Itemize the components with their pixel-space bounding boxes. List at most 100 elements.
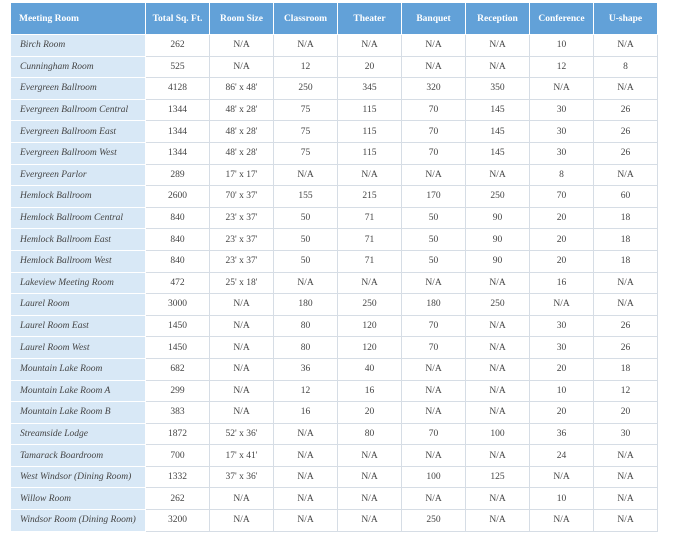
table-cell: 30 [529,336,594,359]
table-cell: N/A [337,444,402,467]
table-cell: 115 [337,120,402,143]
table-cell: 1332 [145,465,210,489]
table-cell: 71 [337,228,402,251]
table-cell: N/A [465,336,530,359]
table-cell: 12 [273,55,338,79]
table-cell: 70 [401,98,466,122]
table-cell: 250 [465,185,530,208]
table-row: Streamside Lodge 1872 52' x 36' N/A 80 70 100 3… [10,422,658,446]
table-cell: 71 [337,249,402,273]
table-cell: 48' x 28' [209,120,274,143]
table-row: Laurel Room 3000 N/A 180 250 180 250 N/A N/A [10,293,658,316]
room-name: Willow Room [10,487,146,511]
table-row: Mountain Lake Room 682 N/A 36 40 N/A N/A 20 18 [10,357,658,381]
table-row: Hemlock Ballroom 2600 70' x 37' 155 215 170 25… [10,185,658,208]
table-cell: 383 [145,401,210,424]
table-cell: N/A [465,271,530,295]
table-cell: 262 [145,34,210,57]
column-header: U-shape [593,2,658,35]
table-cell: 345 [337,77,402,100]
table-row: Evergreen Ballroom 4128 86' x 48' 250 345 320… [10,77,658,100]
table-cell: 23' x 37' [209,206,274,230]
table-cell: 472 [145,271,210,295]
table-cell: N/A [273,34,338,57]
table-cell: 215 [337,185,402,208]
table-row: West Windsor (Dining Room) 1332 37' x 36' N… [10,465,658,489]
table-cell: 10 [529,34,594,57]
table-cell: 30 [529,98,594,122]
table-cell: N/A [465,487,530,511]
table-cell: N/A [465,34,530,57]
table-cell: 50 [401,206,466,230]
table-cell: N/A [337,465,402,489]
table-cell: 90 [465,228,530,251]
table-cell: N/A [465,509,530,532]
room-name: Hemlock Ballroom Central [10,206,146,230]
table-cell: 125 [465,465,530,489]
table-cell: 1450 [145,336,210,359]
table-cell: 70' x 37' [209,185,274,208]
table-body: Birch Room 262 N/A N/A N/A N/A N/A 10 N/A Cunning… [10,34,658,532]
table-cell: 18 [593,357,658,381]
table-cell: 70 [401,336,466,359]
table-cell: 1344 [145,141,210,165]
table-cell: 1872 [145,422,210,446]
room-name: Evergreen Ballroom East [10,120,146,143]
table-cell: N/A [529,509,594,532]
table-cell: 700 [145,444,210,467]
table-cell: 180 [273,293,338,316]
table-cell: N/A [401,163,466,187]
table-cell: N/A [337,487,402,511]
table-cell: N/A [593,509,658,532]
table-cell: 8 [529,163,594,187]
table-row: Hemlock Ballroom East 840 23' x 37' 50 71 50 9… [10,228,658,251]
table-cell: 10 [529,487,594,511]
table-cell: N/A [273,163,338,187]
table-cell: 70 [401,422,466,446]
table-cell: N/A [209,293,274,316]
table-cell: N/A [401,34,466,57]
table-cell: 1450 [145,314,210,338]
room-name: Mountain Lake Room A [10,379,146,403]
table-cell: N/A [529,77,594,100]
table-cell: N/A [529,465,594,489]
room-name: Evergreen Ballroom [10,77,146,100]
table-cell: 16 [273,401,338,424]
table-row: Evergreen Ballroom East 1344 48' x 28' 75 11… [10,120,658,143]
table-cell: N/A [593,444,658,467]
table-cell: 20 [529,401,594,424]
table-cell: 289 [145,163,210,187]
table-cell: N/A [593,465,658,489]
table-cell: N/A [401,444,466,467]
table-cell: 16 [337,379,402,403]
table-row: Hemlock Ballroom Central 840 23' x 37' 50 71… [10,206,658,230]
table-cell: 25' x 18' [209,271,274,295]
table-cell: 50 [273,206,338,230]
room-name: Tamarack Boardroom [10,444,146,467]
table-cell: N/A [273,509,338,532]
table-row: Laurel Room East 1450 N/A 80 120 70 N/A 30 26 [10,314,658,338]
table-row: Lakeview Meeting Room 472 25' x 18' N/A N/A N… [10,271,658,295]
table-cell: N/A [593,271,658,295]
table-cell: 12 [273,379,338,403]
table-row: Mountain Lake Room A 299 N/A 12 16 N/A N/A 10 12 [10,379,658,403]
table-cell: 250 [465,293,530,316]
table-cell: N/A [465,379,530,403]
column-header: Conference [529,2,594,35]
header-row: Meeting Room Total Sq. Ft. Room Size Classr… [10,2,658,35]
table-cell: 60 [593,185,658,208]
table-cell: N/A [209,336,274,359]
table-cell: N/A [401,271,466,295]
table-cell: 20 [337,55,402,79]
table-cell: 70 [401,314,466,338]
room-name: Laurel Room East [10,314,146,338]
table-cell: 26 [593,336,658,359]
table-cell: 30 [593,422,658,446]
table-cell: N/A [209,401,274,424]
column-header: Banquet [401,2,466,35]
table-cell: 16 [529,271,594,295]
table-cell: 145 [465,120,530,143]
table-cell: N/A [337,271,402,295]
table-cell: N/A [209,487,274,511]
table-cell: 840 [145,228,210,251]
